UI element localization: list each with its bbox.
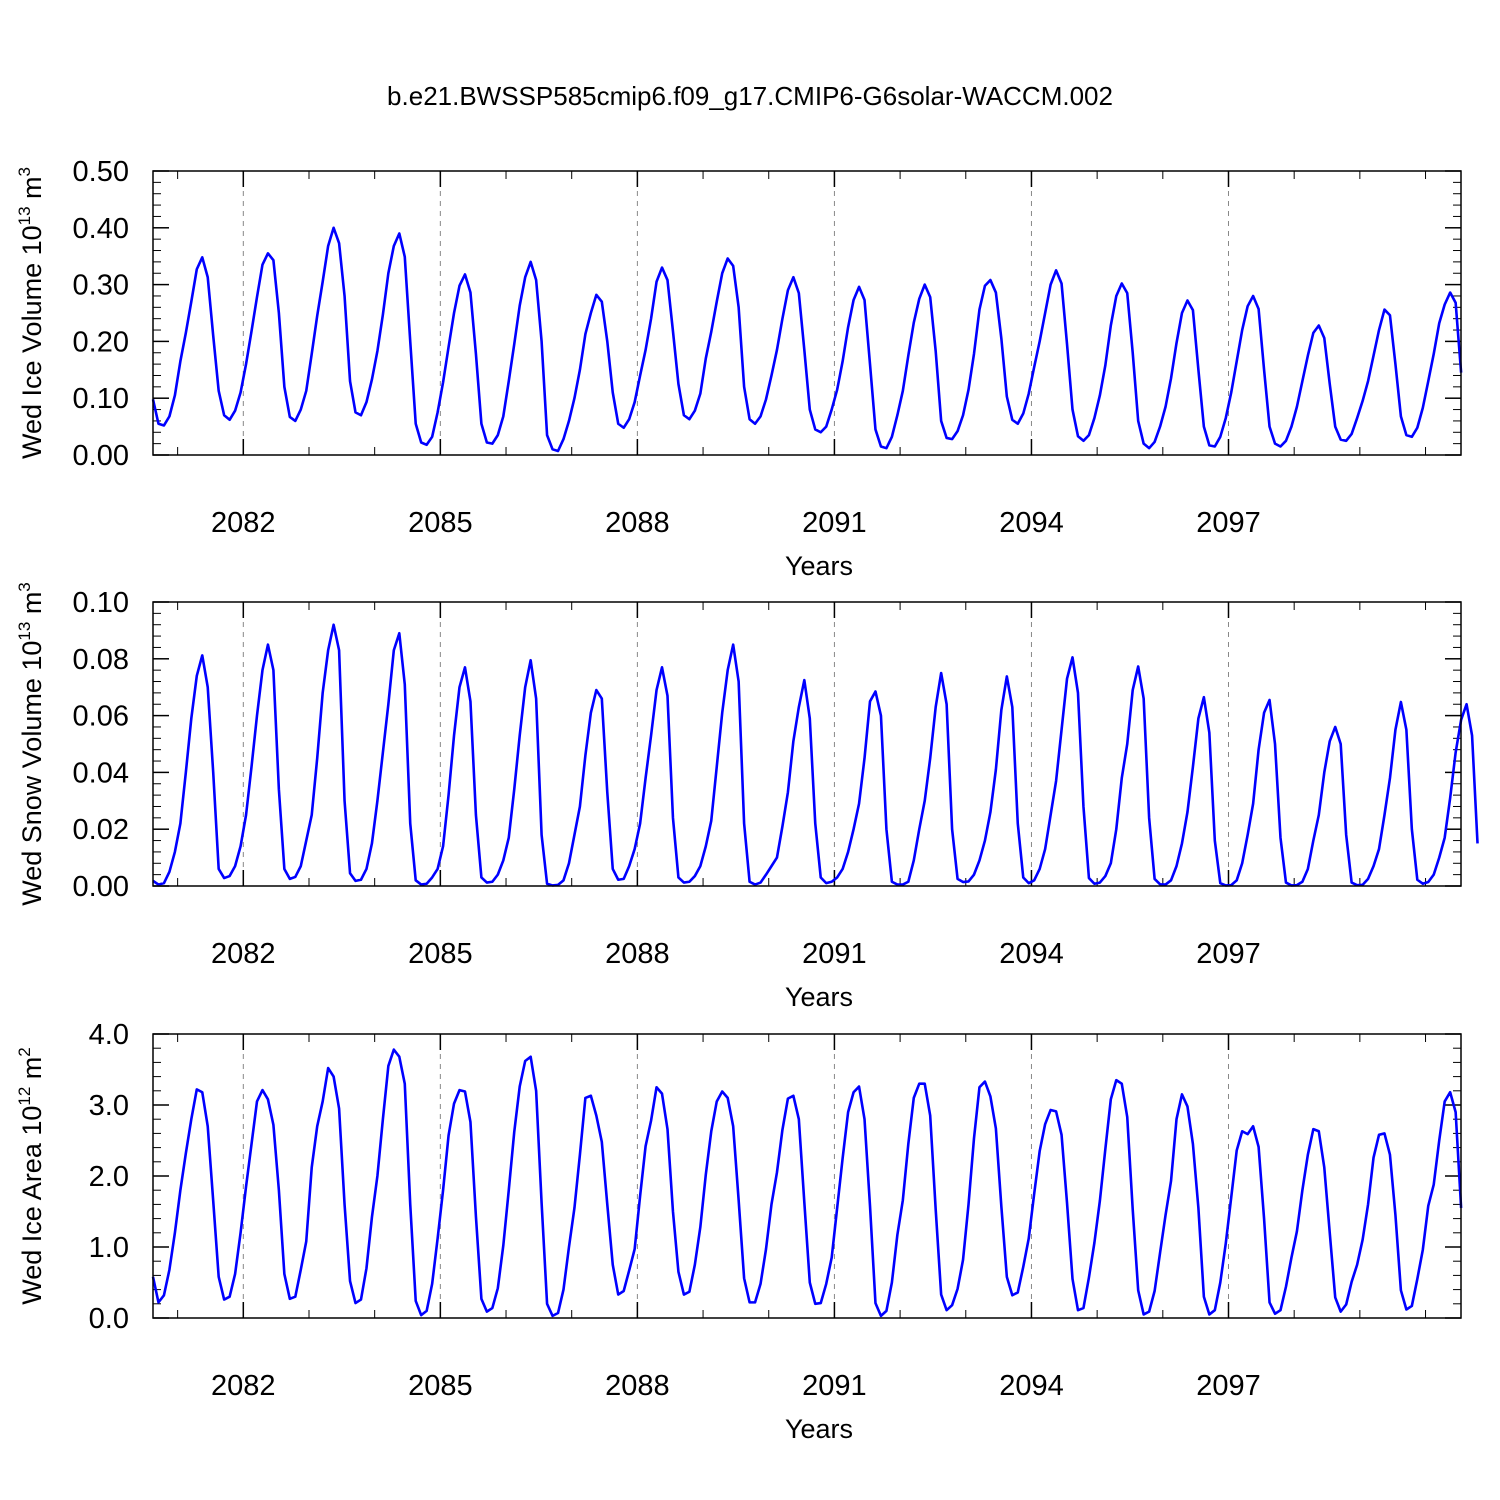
y-tick-label: 3.0 xyxy=(89,1090,129,1122)
y-tick-label: 1.0 xyxy=(89,1232,129,1264)
y-tick-label: 2.0 xyxy=(89,1161,129,1193)
x-axis-label: Years xyxy=(785,551,853,581)
y-tick-label: 0.08 xyxy=(73,644,129,676)
y-tick-label: 0.50 xyxy=(73,156,129,188)
y-tick-label: 4.0 xyxy=(89,1019,129,1051)
chart-panel-1: 0.00 0.10 0.20 0.30 0.40 0.50 2082 2085 2088 2091… xyxy=(15,156,1463,581)
series-line-wed-snow-volume xyxy=(152,623,1479,887)
y-tick-label: 0.10 xyxy=(73,587,129,619)
y-tick-label: 0.04 xyxy=(73,757,129,789)
y-tick-label: 0.10 xyxy=(73,383,129,415)
x-tick-label: 2082 xyxy=(211,938,276,970)
x-tick-label: 2094 xyxy=(999,938,1064,970)
y-axis-label: Wed Ice Area 1012 m2 xyxy=(15,1047,47,1305)
x-axis-label: Years xyxy=(785,1414,853,1444)
figure-title: b.e21.BWSSP585cmip6.f09_g17.CMIP6-G6sola… xyxy=(387,81,1113,111)
series-line-wed-ice-area xyxy=(151,1048,1463,1318)
x-tick-label: 2085 xyxy=(408,1370,473,1402)
chart-panel-2: 0.00 0.02 0.04 0.06 0.08 0.10 2082 2085 2088 2091… xyxy=(15,582,1479,1012)
x-tick-label: 2082 xyxy=(211,1370,276,1402)
x-tick-label: 2091 xyxy=(802,938,867,970)
x-tick-label: 2091 xyxy=(802,1370,867,1402)
x-tick-label: 2088 xyxy=(605,938,670,970)
series-line-wed-ice-volume xyxy=(151,226,1463,453)
x-tick-label: 2097 xyxy=(1196,507,1261,539)
y-tick-label: 0.02 xyxy=(73,814,129,846)
plot-frame xyxy=(152,601,1462,887)
panels: 0.00 0.10 0.20 0.30 0.40 0.50 2082 2085 2088 2091… xyxy=(15,156,1479,1444)
x-tick-label: 2085 xyxy=(408,507,473,539)
plot-frame xyxy=(152,1033,1462,1319)
y-tick-label: 0.30 xyxy=(73,270,129,302)
x-tick-label: 2091 xyxy=(802,507,867,539)
x-tick-label: 2085 xyxy=(408,938,473,970)
plot-frame xyxy=(152,170,1462,456)
y-tick-label: 0.06 xyxy=(73,701,129,733)
x-tick-label: 2094 xyxy=(999,507,1064,539)
y-tick-label: 0.0 xyxy=(89,1303,129,1335)
chart-panel-3: 0.0 1.0 2.0 3.0 4.0 2082 2085 2088 2091 2094 2097 Y… xyxy=(15,1019,1463,1444)
y-tick-label: 0.00 xyxy=(73,440,129,472)
x-axis-label: Years xyxy=(785,982,853,1012)
x-tick-label: 2097 xyxy=(1196,938,1261,970)
y-tick-label: 0.20 xyxy=(73,326,129,358)
y-tick-label: 0.40 xyxy=(73,213,129,245)
y-tick-label: 0.00 xyxy=(73,871,129,903)
x-tick-label: 2097 xyxy=(1196,1370,1261,1402)
x-tick-label: 2094 xyxy=(999,1370,1064,1402)
y-axis-label: Wed Snow Volume 1013 m3 xyxy=(15,582,47,906)
x-tick-label: 2088 xyxy=(605,507,670,539)
y-axis-label: Wed Ice Volume 1013 m3 xyxy=(15,167,47,459)
x-tick-label: 2082 xyxy=(211,507,276,539)
x-tick-label: 2088 xyxy=(605,1370,670,1402)
